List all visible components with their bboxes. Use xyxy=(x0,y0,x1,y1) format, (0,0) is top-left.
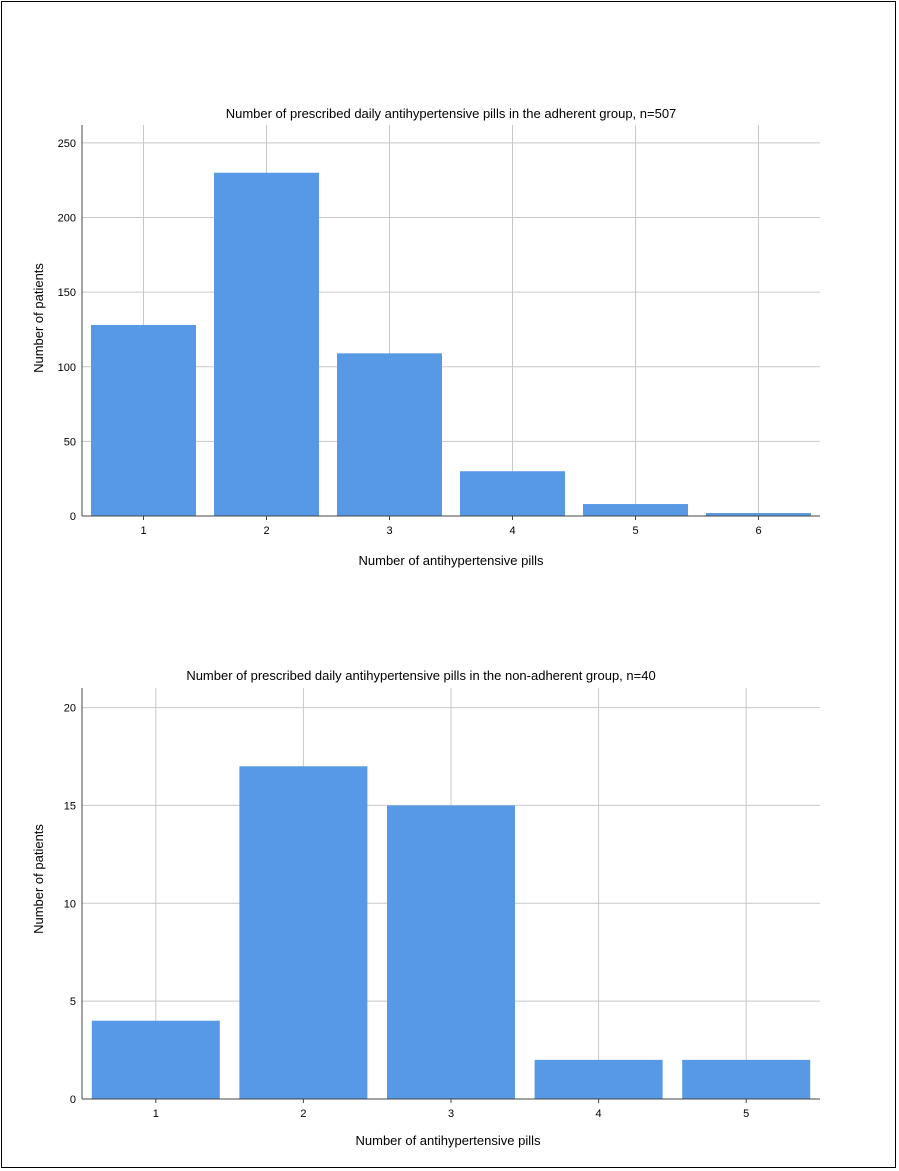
bar-5 xyxy=(682,1059,811,1099)
bar-2 xyxy=(214,172,319,516)
x-tick-label: 1 xyxy=(153,1108,159,1120)
y-tick-label: 10 xyxy=(64,898,76,910)
y-tick-label: 20 xyxy=(64,703,76,715)
bar-3 xyxy=(387,805,515,1099)
x-tick-label: 3 xyxy=(386,525,392,537)
y-tick-label: 200 xyxy=(58,213,76,225)
x-tick-label: 5 xyxy=(632,525,638,537)
y-tick-label: 150 xyxy=(58,287,76,299)
x-axis-label: Number of antihypertensive pills xyxy=(359,553,544,568)
x-axis-label: Number of antihypertensive pills xyxy=(356,1133,541,1148)
y-tick-label: 100 xyxy=(58,362,76,374)
x-tick-label: 1 xyxy=(140,525,146,537)
y-tick-label: 0 xyxy=(70,1094,76,1106)
x-tick-label: 2 xyxy=(263,525,269,537)
bar-2 xyxy=(239,766,368,1099)
bar-6 xyxy=(706,513,811,516)
y-tick-label: 50 xyxy=(64,436,76,448)
x-tick-label: 3 xyxy=(448,1108,454,1120)
y-tick-label: 5 xyxy=(70,996,76,1008)
y-axis-label: Number of patients xyxy=(31,263,46,373)
adherent-group-chart: Number of prescribed daily antihypertens… xyxy=(31,106,820,568)
chart-title: Number of prescribed daily antihypertens… xyxy=(186,668,655,683)
bar-1 xyxy=(91,324,196,516)
bar-4 xyxy=(534,1059,663,1099)
x-tick-label: 4 xyxy=(509,525,515,537)
plot-area: 0 50 100 150 200 250 1 2 3 4 5 6 xyxy=(58,125,820,537)
chart-title: Number of prescribed daily antihypertens… xyxy=(226,106,677,121)
y-tick-label: 15 xyxy=(64,800,76,812)
y-axis-label: Number of patients xyxy=(31,824,46,934)
x-tick-label: 6 xyxy=(755,525,761,537)
bar-4 xyxy=(460,471,565,516)
x-tick-label: 5 xyxy=(743,1108,749,1120)
bar-3 xyxy=(337,353,442,516)
x-tick-label: 2 xyxy=(300,1108,306,1120)
x-tick-label: 4 xyxy=(596,1108,602,1120)
y-tick-label: 250 xyxy=(58,138,76,150)
y-tick-label: 0 xyxy=(70,511,76,523)
bar-5 xyxy=(583,504,688,516)
plot-area: 0 5 10 15 20 1 2 3 4 5 xyxy=(64,688,820,1120)
bar-1 xyxy=(91,1020,220,1099)
non-adherent-group-chart: Number of prescribed daily antihypertens… xyxy=(31,668,820,1148)
